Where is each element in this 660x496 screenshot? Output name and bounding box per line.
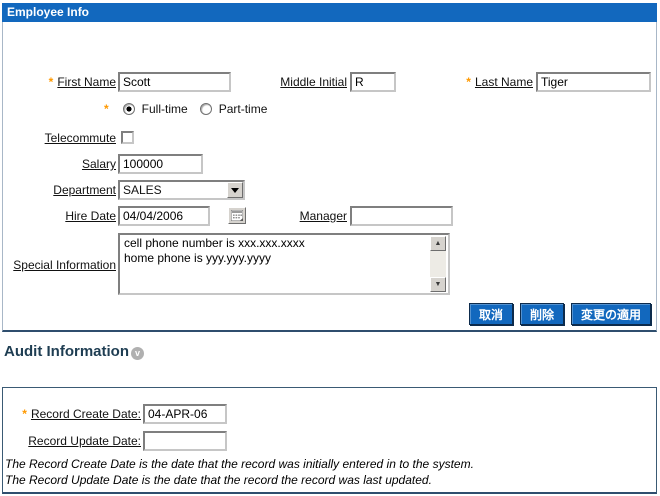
full-time-radio[interactable] [122, 103, 135, 115]
record-update-date-input[interactable] [143, 431, 227, 451]
department-label-box: Department [10, 181, 116, 199]
record-create-date-label-box: * Record Create Date: [8, 405, 141, 423]
hire-date-input[interactable] [118, 206, 210, 226]
button-row: 取消 削除 変更の適用 [0, 303, 651, 325]
department-label[interactable]: Department [53, 183, 116, 197]
salary-label-box: Salary [10, 155, 116, 173]
scroll-down-icon[interactable]: ▼ [430, 277, 446, 292]
manager-label[interactable]: Manager [299, 209, 347, 223]
region-title-employee-info: Employee Info [2, 3, 657, 22]
telecommute-checkbox[interactable] [121, 131, 134, 144]
full-time-radio-label: Full-time [141, 102, 188, 116]
first-name-label-box: * First Name [10, 73, 116, 91]
salary-label[interactable]: Salary [81, 157, 116, 171]
middle-initial-label[interactable]: Middle Initial [280, 75, 347, 89]
special-information-label-box: Special Information [10, 256, 116, 274]
telecommute-label[interactable]: Telecommute [44, 131, 116, 145]
apply-changes-button[interactable]: 変更の適用 [570, 303, 651, 325]
hire-date-calendar-button[interactable] [228, 207, 246, 224]
record-create-date-label[interactable]: Record Create Date: [30, 407, 141, 421]
textarea-scrollbar: ▲ ▼ [430, 236, 446, 292]
department-selected-value: SALES [123, 183, 162, 197]
record-update-date-label-box: Record Update Date: [8, 432, 141, 450]
middle-initial-label-box: Middle Initial [240, 73, 347, 91]
required-marker: * [466, 75, 471, 89]
middle-initial-input[interactable] [350, 72, 396, 92]
help-text-update-date: The Record Update Date is the date that … [5, 473, 432, 487]
cancel-button[interactable]: 取消 [468, 303, 513, 325]
manager-input[interactable] [350, 206, 453, 226]
required-marker: * [104, 102, 109, 116]
special-information-textarea[interactable]: cell phone number is xxx.xxx.xxxx home p… [118, 233, 450, 295]
dropdown-arrow-icon [227, 182, 243, 198]
record-update-date-label[interactable]: Record Update Date: [28, 434, 141, 448]
help-text-create-date: The Record Create Date is the date that … [5, 457, 474, 471]
special-information-label[interactable]: Special Information [13, 258, 116, 272]
hire-date-label[interactable]: Hire Date [65, 209, 116, 223]
department-select[interactable]: SALES [118, 180, 245, 200]
telecommute-label-box: Telecommute [10, 129, 116, 147]
delete-button[interactable]: 削除 [519, 303, 564, 325]
part-time-radio-label: Part-time [218, 102, 268, 116]
scroll-up-icon[interactable]: ▲ [430, 236, 446, 251]
manager-label-box: Manager [240, 207, 347, 225]
last-name-label-box: * Last Name [430, 73, 533, 91]
hire-date-label-box: Hire Date [10, 207, 116, 225]
collapse-chevron-icon[interactable]: v [130, 346, 144, 360]
audit-information-region [2, 387, 657, 494]
first-name-input[interactable] [118, 72, 231, 92]
required-marker: * [22, 407, 27, 421]
last-name-input[interactable] [536, 72, 651, 92]
employment-type-radio-group: * Full-time Part-time [104, 102, 267, 116]
part-time-radio[interactable] [199, 103, 212, 115]
record-create-date-input[interactable] [143, 404, 227, 424]
first-name-label[interactable]: First Name [57, 75, 116, 89]
salary-input[interactable] [118, 154, 203, 174]
audit-heading-text: Audit Information [4, 343, 129, 360]
required-marker: * [48, 75, 54, 89]
last-name-label[interactable]: Last Name [474, 75, 533, 89]
calendar-icon [231, 210, 243, 221]
audit-information-heading: Audit Information v [4, 343, 144, 360]
